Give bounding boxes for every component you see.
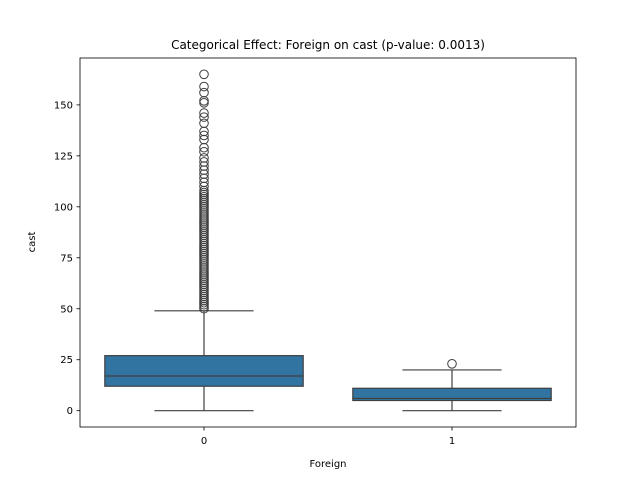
x-axis-label: Foreign bbox=[309, 459, 346, 470]
outlier-point bbox=[199, 81, 209, 92]
outlier-point bbox=[199, 112, 209, 122]
outlier-point bbox=[199, 87, 209, 98]
outlier-point bbox=[199, 153, 209, 163]
y-tick-label-25: 25 bbox=[60, 355, 73, 366]
y-tick-label-100: 100 bbox=[54, 202, 73, 213]
box-1 bbox=[352, 387, 552, 402]
outlier-point bbox=[199, 157, 209, 167]
y-axis: 0 25 50 75 100 125 150 bbox=[54, 100, 80, 417]
chart-title: Categorical Effect: Foreign on cast (p-v… bbox=[171, 38, 485, 52]
outlier-point bbox=[199, 98, 209, 108]
outlier-point bbox=[199, 69, 209, 80]
outlier-point bbox=[199, 96, 209, 106]
y-tick-label-50: 50 bbox=[60, 304, 73, 315]
outlier-point bbox=[199, 130, 209, 141]
x-tick-label-1: 1 bbox=[449, 436, 455, 447]
box-group-0 bbox=[104, 69, 304, 412]
x-tick-label-0: 0 bbox=[201, 436, 207, 447]
outlier-point bbox=[447, 359, 457, 369]
outlier-point bbox=[199, 146, 209, 157]
y-tick-label-75: 75 bbox=[60, 253, 73, 264]
y-tick-label-0: 0 bbox=[67, 406, 73, 417]
y-tick-label-150: 150 bbox=[54, 100, 73, 111]
plot-area bbox=[104, 69, 552, 412]
outlier-point bbox=[199, 108, 209, 118]
axes-frame bbox=[79, 57, 577, 428]
outlier-point bbox=[199, 118, 209, 129]
box-group-1 bbox=[352, 359, 552, 412]
box-0 bbox=[104, 355, 304, 387]
y-tick-label-125: 125 bbox=[54, 151, 73, 162]
y-axis-label: cast bbox=[27, 232, 38, 253]
